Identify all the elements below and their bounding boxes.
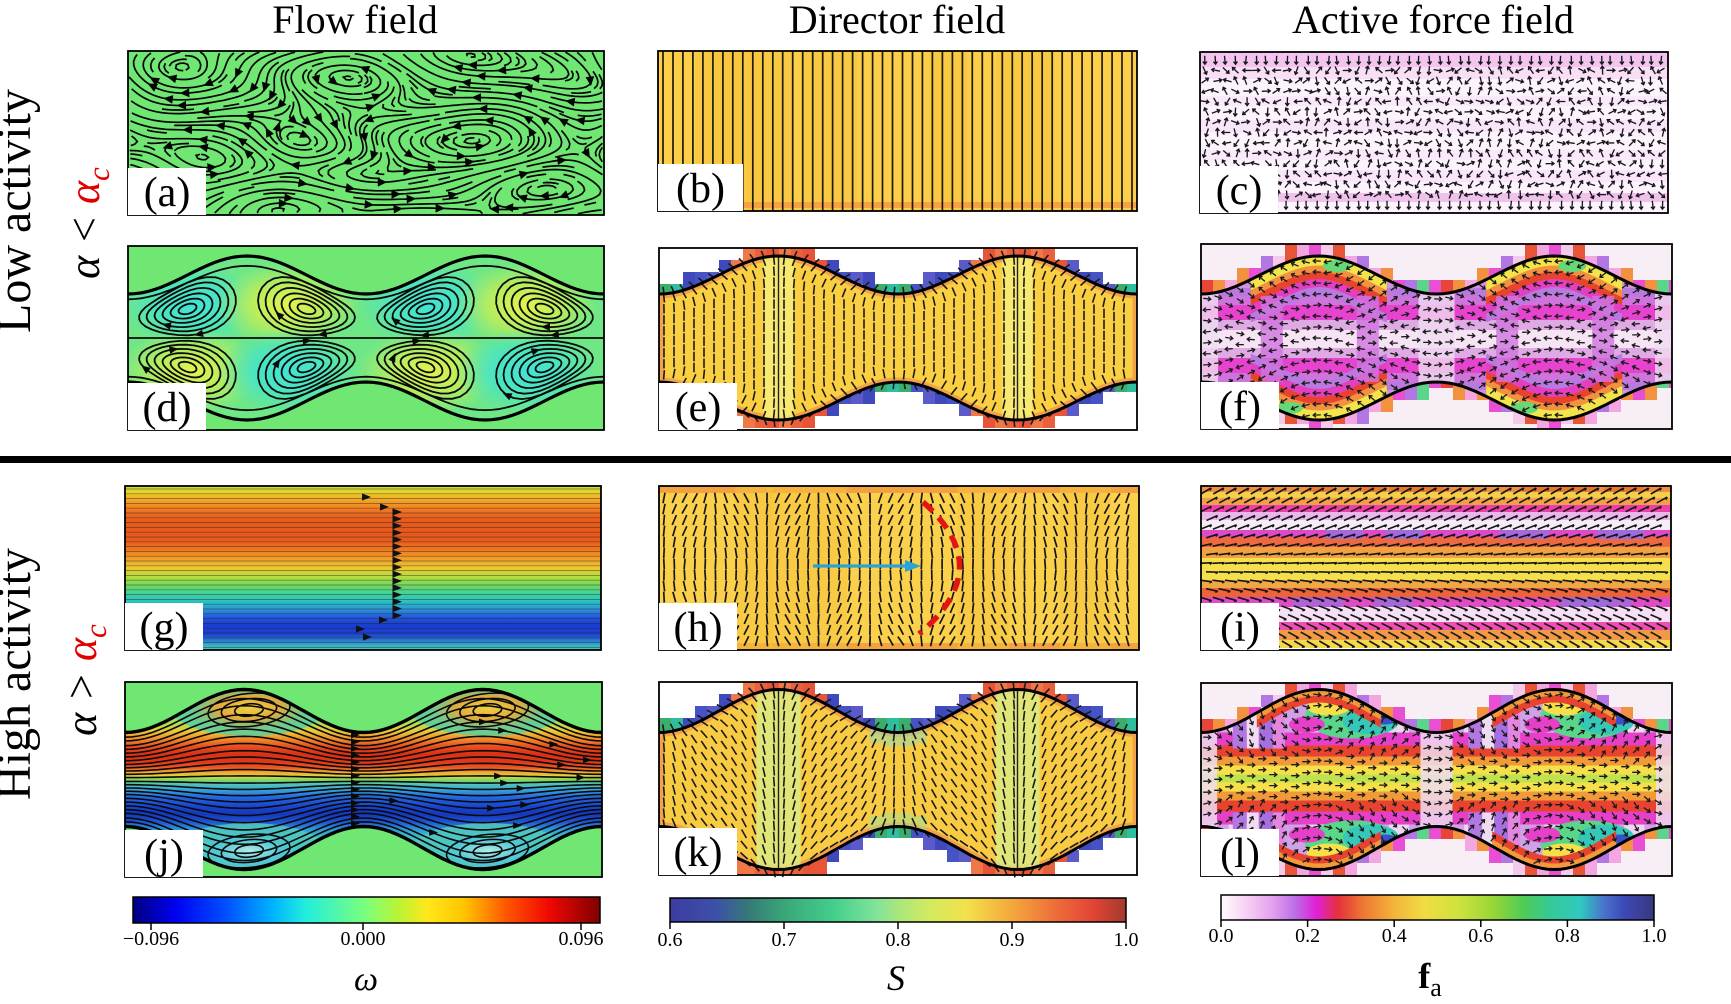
svg-text:(a): (a): [144, 170, 191, 216]
svg-text:Flow field: Flow field: [272, 0, 438, 42]
svg-text:Director field: Director field: [789, 0, 1006, 42]
svg-text:α > αc: α > αc: [57, 624, 113, 736]
svg-text:(g): (g): [140, 605, 189, 651]
svg-text:(h): (h): [674, 605, 723, 651]
svg-text:(j): (j): [144, 832, 184, 878]
svg-text:0.6: 0.6: [658, 929, 683, 951]
svg-text:0.8: 0.8: [886, 929, 911, 951]
svg-text:(c): (c): [1216, 168, 1263, 214]
svg-text:0.6: 0.6: [1468, 925, 1493, 947]
svg-text:High activity: High activity: [0, 548, 41, 800]
svg-text:(b): (b): [676, 166, 725, 212]
svg-text:0.8: 0.8: [1555, 925, 1580, 947]
svg-text:0.2: 0.2: [1295, 925, 1320, 947]
svg-text:0.000: 0.000: [341, 928, 386, 950]
svg-text:Low activity: Low activity: [0, 89, 41, 333]
svg-text:(k): (k): [674, 830, 723, 876]
svg-text:ω: ω: [354, 961, 378, 998]
svg-text:(l): (l): [1220, 831, 1260, 877]
svg-text:0.9: 0.9: [1000, 929, 1025, 951]
svg-text:(f): (f): [1219, 384, 1261, 430]
svg-text:0.0: 0.0: [1209, 925, 1234, 947]
svg-text:(d): (d): [143, 385, 192, 431]
svg-text:(e): (e): [675, 385, 722, 431]
svg-text:1.0: 1.0: [1642, 925, 1667, 947]
svg-text:(i): (i): [1220, 605, 1260, 651]
svg-text:0.096: 0.096: [559, 928, 604, 950]
svg-text:−0.096: −0.096: [123, 928, 179, 950]
svg-text:0.7: 0.7: [772, 929, 797, 951]
svg-text:0.4: 0.4: [1382, 925, 1407, 947]
svg-text:Active force field: Active force field: [1292, 0, 1574, 42]
svg-text:1.0: 1.0: [1114, 929, 1139, 951]
svg-text:S: S: [887, 958, 905, 998]
svg-text:α < αc: α < αc: [60, 167, 116, 279]
